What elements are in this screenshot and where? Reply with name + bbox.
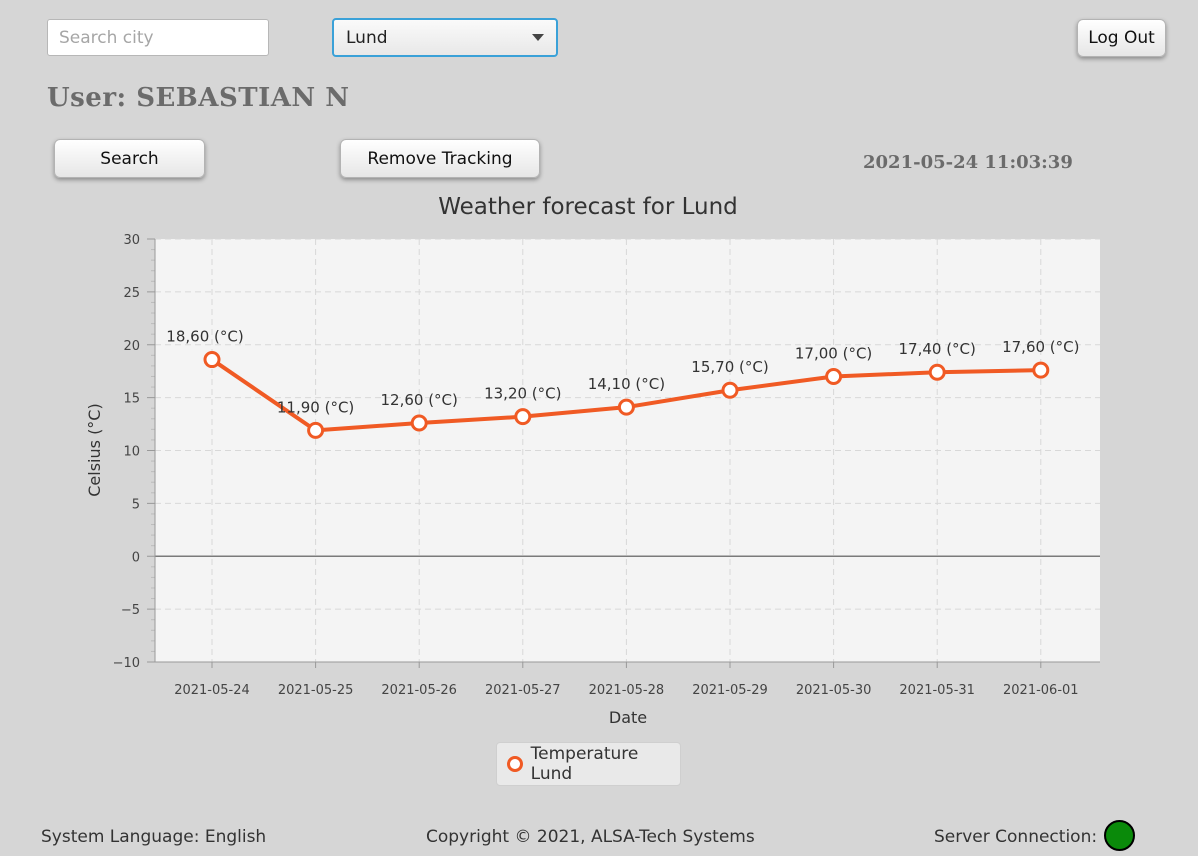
user-label: User: SEBASTIAN N xyxy=(47,83,350,113)
data-label: 15,70 (°C) xyxy=(691,358,768,376)
y-axis: 30 25 20 15 10 5 0 −5 −10 xyxy=(113,233,156,671)
data-label: 17,00 (°C) xyxy=(795,344,872,362)
search-city-input[interactable] xyxy=(47,19,269,56)
data-point xyxy=(617,398,635,416)
server-status-indicator xyxy=(1104,820,1135,851)
x-tick-label: 2021-05-31 xyxy=(899,683,975,698)
server-connection-label: Server Connection: xyxy=(934,827,1098,847)
weather-chart: Weather forecast for Lund 30 25 20 15 10 5 0 −5… xyxy=(85,194,1100,727)
x-tick-label: 2021-06-01 xyxy=(1003,683,1079,698)
city-dropdown[interactable]: Lund xyxy=(332,18,558,57)
data-label: 13,20 (°C) xyxy=(484,385,561,403)
y-tick-label: −5 xyxy=(121,603,140,618)
data-point xyxy=(203,351,221,369)
chart-grid xyxy=(155,238,1100,663)
data-point xyxy=(825,367,843,385)
y-tick-label: 5 xyxy=(132,497,140,512)
x-tick-label: 2021-05-30 xyxy=(796,683,872,698)
x-axis-label: Date xyxy=(609,708,647,727)
data-point xyxy=(514,408,532,426)
data-point xyxy=(307,421,325,439)
y-tick-label: 15 xyxy=(123,392,140,407)
y-tick-label: 20 xyxy=(123,339,140,354)
system-language: System Language: English xyxy=(41,827,267,847)
x-tick-label: 2021-05-24 xyxy=(174,683,250,698)
data-label: 18,60 (°C) xyxy=(166,328,243,346)
data-point xyxy=(721,381,739,399)
x-tick-label: 2021-05-28 xyxy=(589,683,665,698)
legend-marker-icon xyxy=(507,756,523,772)
x-axis: 2021-05-24 2021-05-25 2021-05-26 2021-05-27… xyxy=(155,661,1100,698)
chevron-down-icon xyxy=(532,34,544,41)
logout-button[interactable]: Log Out xyxy=(1077,19,1166,57)
data-point xyxy=(410,414,428,432)
x-tick-label: 2021-05-25 xyxy=(278,683,354,698)
copyright: Copyright © 2021, ALSA-Tech Systems xyxy=(426,827,755,847)
legend-label: Temperature Lund xyxy=(530,744,639,784)
remove-tracking-button[interactable]: Remove Tracking xyxy=(340,139,540,178)
series-temperature: 18,60 (°C) 11,90 (°C) 12,60 (°C) 13,20 (°C)… xyxy=(166,328,1079,439)
data-point xyxy=(1032,361,1050,379)
data-label: 17,60 (°C) xyxy=(1002,338,1079,356)
y-tick-label: 0 xyxy=(132,550,140,565)
city-dropdown-value: Lund xyxy=(346,27,388,48)
x-tick-label: 2021-05-26 xyxy=(381,683,457,698)
chart-title: Weather forecast for Lund xyxy=(438,194,738,220)
y-tick-label: 25 xyxy=(123,286,140,301)
y-axis-label: Celsius (°C) xyxy=(85,403,104,496)
y-tick-label: −10 xyxy=(113,656,140,671)
current-datetime: 2021-05-24 11:03:39 xyxy=(863,152,1073,173)
data-label: 12,60 (°C) xyxy=(381,391,458,409)
x-tick-label: 2021-05-29 xyxy=(692,683,768,698)
y-tick-label: 30 xyxy=(123,233,140,248)
x-tick-label: 2021-05-27 xyxy=(485,683,561,698)
data-point xyxy=(928,363,946,381)
search-button[interactable]: Search xyxy=(54,139,205,178)
chart-legend: Temperature Lund xyxy=(496,742,681,786)
data-label: 14,10 (°C) xyxy=(588,375,665,393)
y-tick-label: 10 xyxy=(123,445,140,460)
data-label: 17,40 (°C) xyxy=(899,340,976,358)
data-label: 11,90 (°C) xyxy=(277,398,354,416)
